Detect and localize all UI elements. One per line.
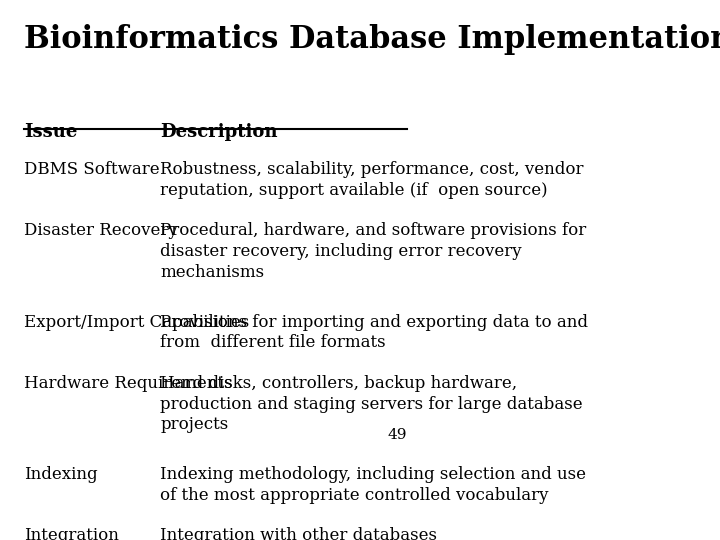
Text: Disaster Recovery: Disaster Recovery	[24, 222, 178, 239]
Text: DBMS Software: DBMS Software	[24, 161, 160, 178]
Text: Procedural, hardware, and software provisions for
disaster recovery, including e: Procedural, hardware, and software provi…	[161, 222, 587, 281]
Text: Issue: Issue	[24, 123, 78, 140]
Text: 49: 49	[387, 428, 407, 442]
Text: Indexing: Indexing	[24, 466, 98, 483]
Text: Integration: Integration	[24, 527, 120, 540]
Text: Integration with other databases: Integration with other databases	[161, 527, 437, 540]
Text: Hard disks, controllers, backup hardware,
production and staging servers for lar: Hard disks, controllers, backup hardware…	[161, 375, 583, 434]
Text: Robustness, scalability, performance, cost, vendor
reputation, support available: Robustness, scalability, performance, co…	[161, 161, 584, 199]
Text: Bioinformatics Database Implementation Issues: Bioinformatics Database Implementation I…	[24, 24, 720, 55]
Text: Description: Description	[161, 123, 278, 140]
Text: Export/Import Capabilities: Export/Import Capabilities	[24, 314, 250, 330]
Text: Indexing methodology, including selection and use
of the most appropriate contro: Indexing methodology, including selectio…	[161, 466, 586, 504]
Text: Provisions for importing and exporting data to and
from  different file formats: Provisions for importing and exporting d…	[161, 314, 588, 352]
Text: Hardware Requirements: Hardware Requirements	[24, 375, 233, 392]
